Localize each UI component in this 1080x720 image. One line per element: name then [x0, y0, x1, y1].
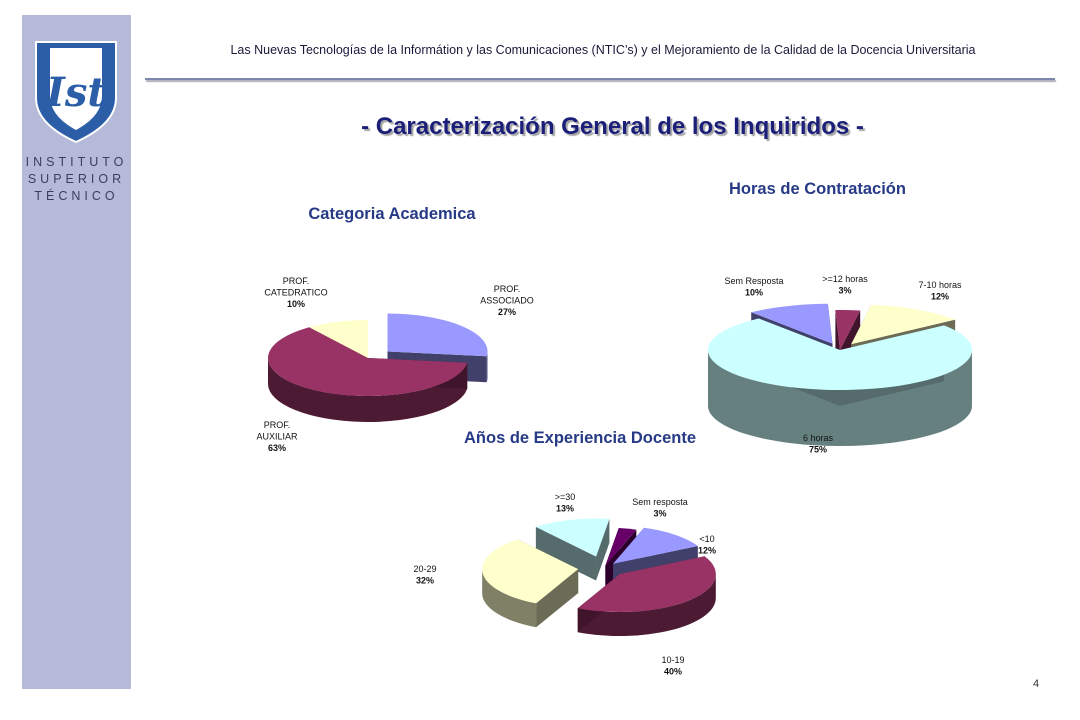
slice-percent: 32% [416, 576, 434, 586]
slice-percent: 3% [653, 509, 666, 519]
pie-slice-10-19 [577, 556, 716, 613]
institute-line-1: INSTITUTO [25, 155, 128, 169]
pie-slice-prof-catedratico [309, 320, 368, 358]
logo-text: Ist [45, 69, 106, 116]
pie-slice-prof-associado [387, 313, 488, 357]
institute-line-3: TÉCNICO [34, 189, 119, 203]
header-text: Las Nuevas Tecnologías de la Informátion… [230, 43, 976, 57]
pie-slice--30 [535, 518, 610, 557]
slice-label: 6 horas [803, 433, 834, 443]
pie-horas-contratacion: >=12 horas 3% 7-10 horas 12% 6 horas 75% Sem R… [708, 274, 973, 455]
pie-slice-side [268, 358, 468, 422]
pie-slice-cut [535, 526, 597, 581]
slice-label: <10 [699, 534, 714, 544]
slice-label: PROF. [264, 420, 291, 430]
slice-percent: 40% [664, 667, 682, 677]
chart-title-categoria: Categoria Academica [308, 205, 476, 223]
slice-label: PROF. [494, 284, 521, 294]
pie-slice-7-10-horas [851, 304, 956, 345]
pie-slice-20-29 [482, 539, 579, 604]
slice-percent: 12% [698, 546, 716, 556]
slice-percent: 3% [838, 286, 851, 296]
pie-slice-sem-resposta [605, 528, 637, 566]
slice-percent: 63% [268, 443, 286, 453]
slice-label: Sem resposta [632, 497, 688, 507]
page-number: 4 [1033, 678, 1040, 690]
header-divider [145, 78, 1055, 80]
slice-percent: 75% [809, 445, 827, 455]
ist-logo: Ist [35, 41, 117, 144]
page-title: - Caracterización General de los Inquiri… [361, 113, 864, 140]
institute-line-2: SUPERIOR [27, 172, 126, 186]
pie-slice--10 [613, 527, 698, 564]
pie-slice--12-horas [835, 310, 861, 350]
chart-title-horas: Horas de Contratación [729, 180, 906, 198]
pie-slice-side [577, 574, 716, 637]
slice-label: >=12 horas [822, 274, 868, 284]
slice-label: PROF. [283, 276, 310, 286]
pie-slice-sem-resposta [751, 303, 833, 344]
slice-percent: 10% [287, 299, 305, 309]
slice-label: Sem Resposta [724, 276, 783, 286]
slice-label: CATEDRATICO [264, 288, 327, 298]
slice-label: 7-10 horas [918, 280, 962, 290]
pie-slice-side [486, 351, 488, 383]
pie-slice-side [482, 569, 537, 628]
slice-label: >=30 [555, 492, 576, 502]
chart-title-anos: Años de Experiencia Docente [464, 429, 696, 447]
slice-label: ASSOCIADO [480, 296, 534, 306]
pie-slice-cut [596, 518, 610, 581]
slice-percent: 12% [931, 292, 949, 302]
pie-anos-experiencia: Sem resposta 3% <10 12% 10-19 40% 20-29 32% >=30… [413, 492, 716, 677]
pie-slice-6-horas [708, 318, 973, 391]
slice-label: AUXILIAR [256, 432, 298, 442]
slice-percent: 10% [745, 288, 763, 298]
slice-label: 10-19 [661, 655, 684, 665]
slice-percent: 13% [556, 504, 574, 514]
slice-label: 20-29 [413, 564, 436, 574]
slice-percent: 27% [498, 307, 516, 317]
pie-slice-prof-auxiliar [267, 327, 468, 396]
